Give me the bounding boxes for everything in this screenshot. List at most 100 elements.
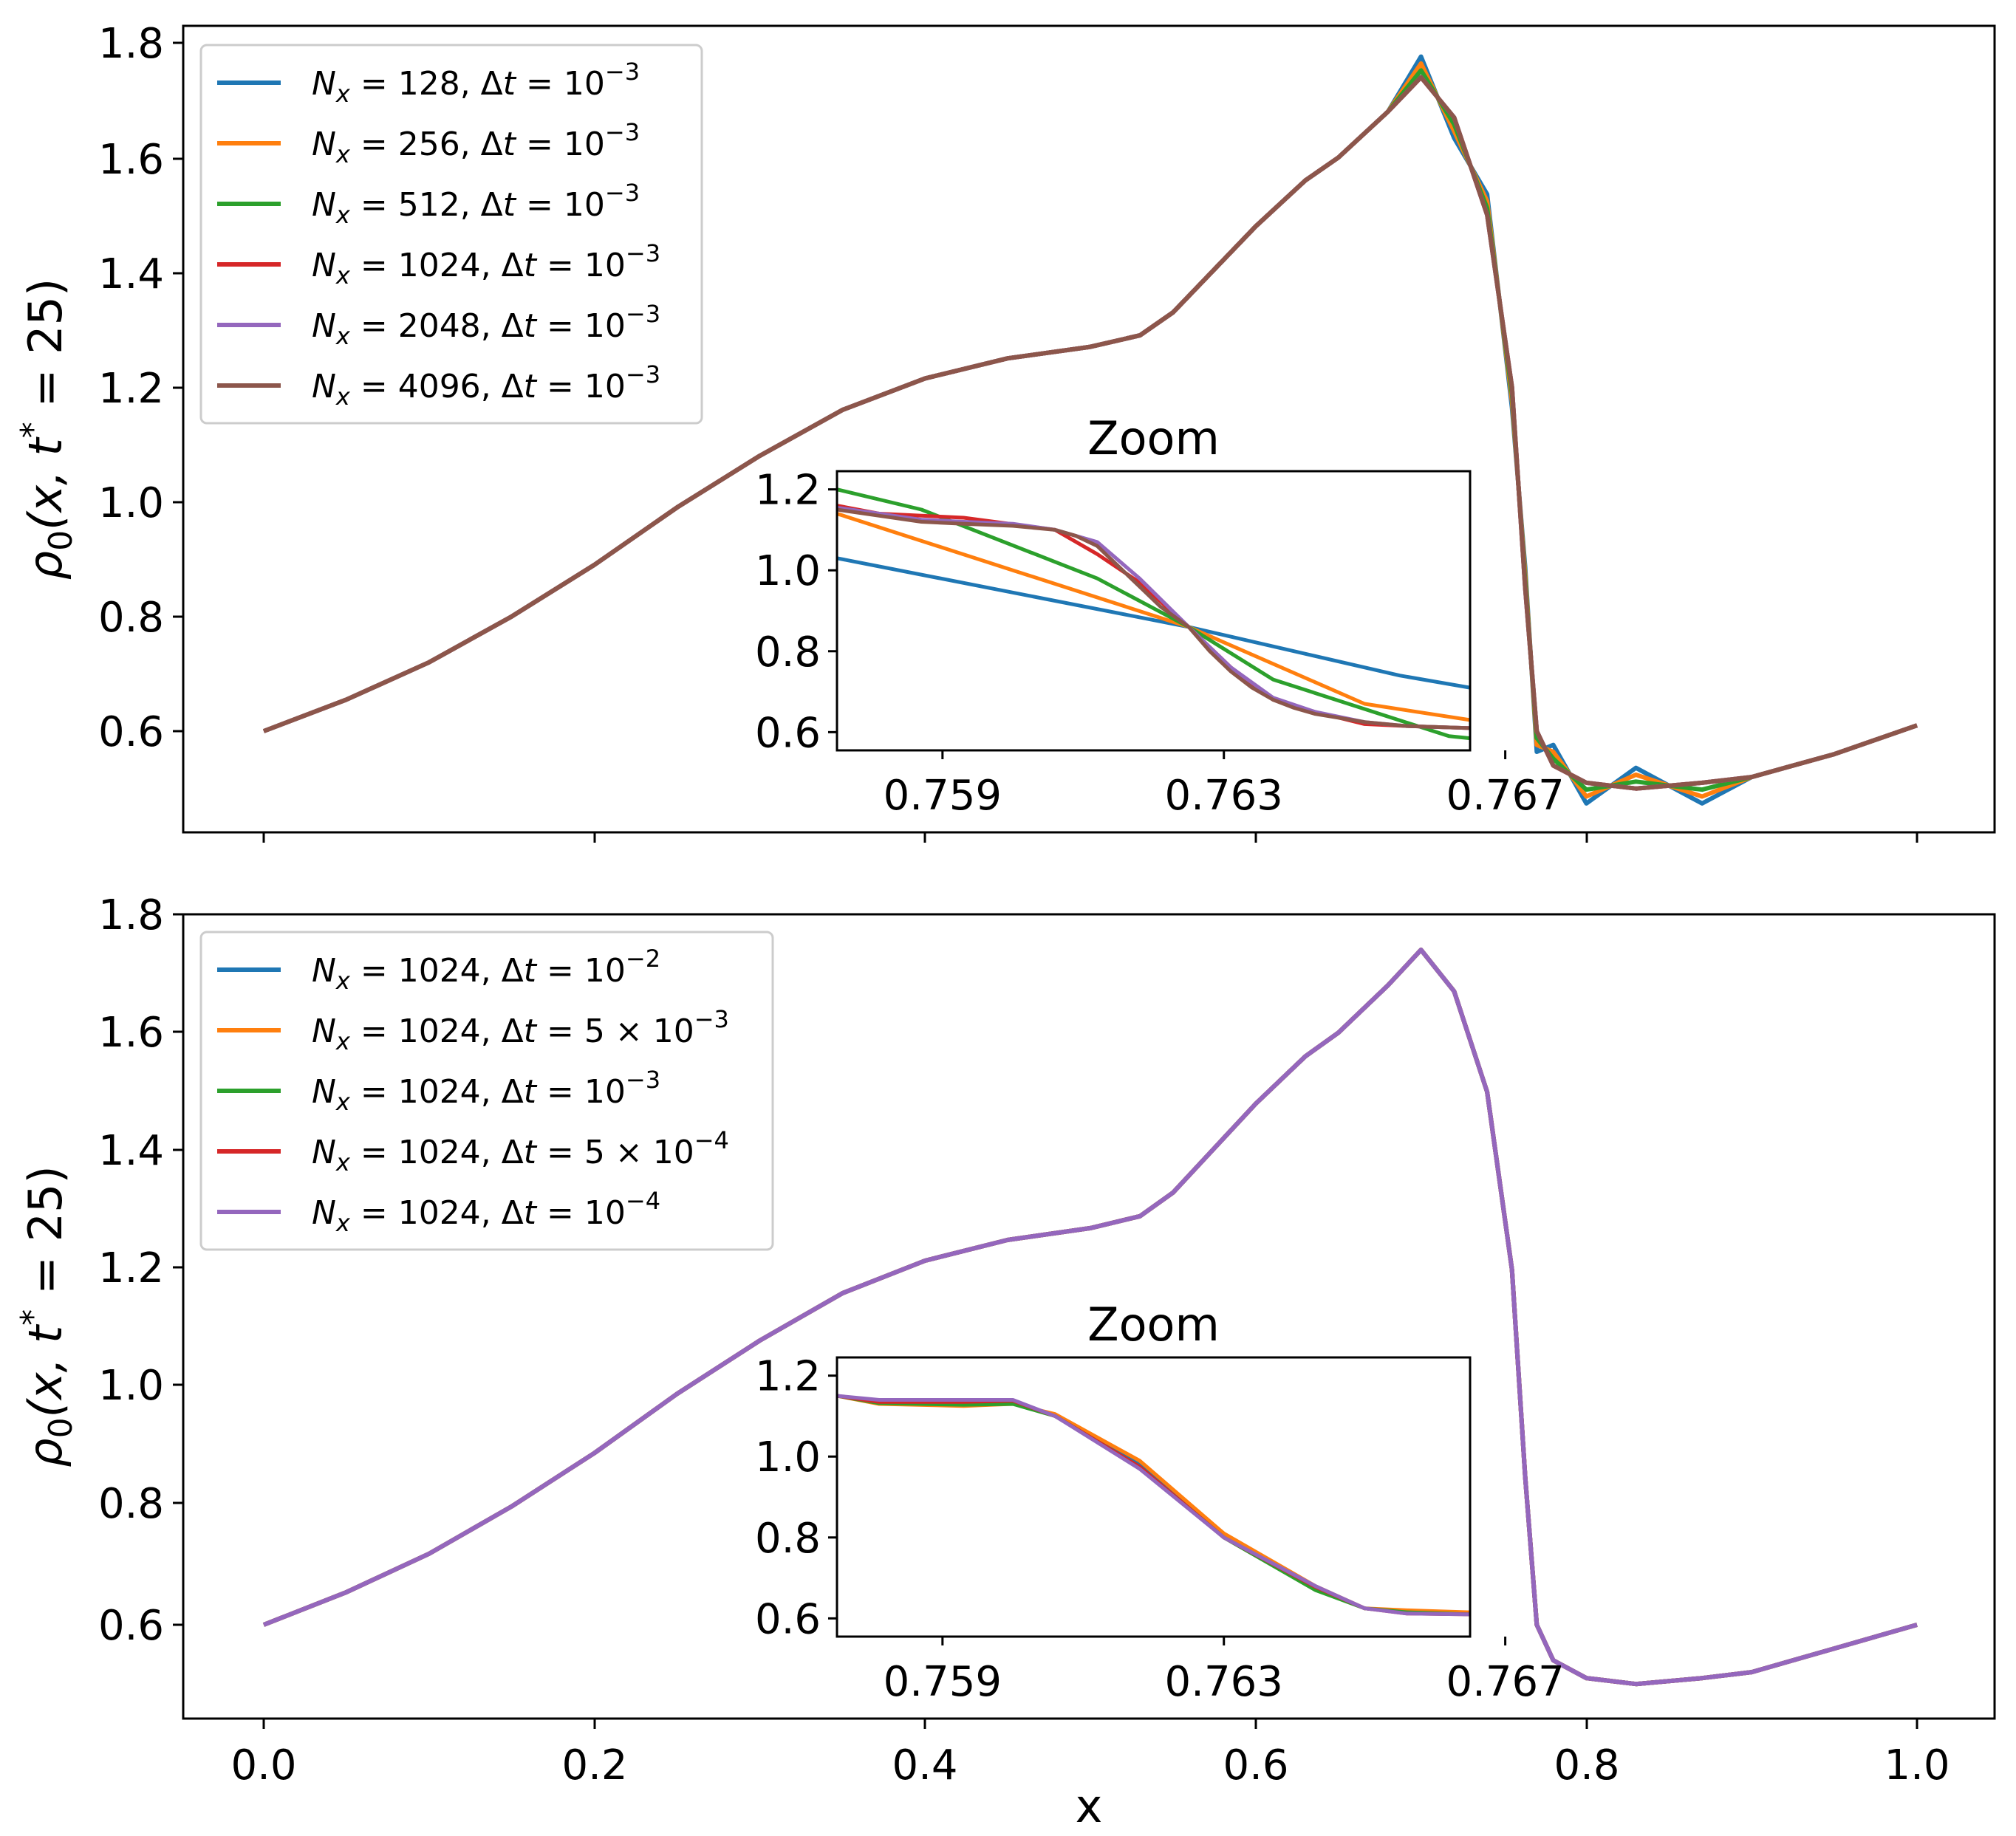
legend-dt-value: 10 [564,65,605,103]
legend-dt-exp: −3 [694,1005,729,1033]
legend-eq: = [350,247,398,284]
inset-x-tick-label: 0.763 [1165,772,1283,820]
legend-dt-exp: −3 [605,179,640,207]
y-label-mid: (x, t [18,1323,72,1417]
y-tick-label: 1.8 [98,20,164,68]
inset-frame [836,470,1472,752]
legend-dt-exp: −4 [626,1187,660,1215]
legend-t: t [524,1194,538,1232]
legend-t: t [503,65,517,103]
legend-entry: Nx = 1024, Δt = 5 × 10−3 [312,1005,729,1055]
legend-eq2: = [536,1073,584,1111]
y-label-sub: 0 [42,530,80,551]
x-tick-label: 0.8 [1554,1741,1619,1789]
y-tick-label: 1.6 [98,136,164,184]
legend-N: N [312,1194,336,1232]
legend-nx-value: 1024 [398,952,481,990]
legend-N: N [312,307,336,345]
legend-eq: = [350,1073,398,1111]
y-tick-label: 1.2 [98,365,164,413]
inset-series-line-4 [837,1394,1470,1617]
legend-nx-value: 256 [398,126,460,163]
inset-title: Zoom [1087,411,1220,465]
inset-y-tick-label: 1.0 [755,547,821,595]
legend-dt-exp: −3 [605,58,640,86]
legend-entry: Nx = 1024, Δt = 10−3 [312,1066,660,1116]
inset-y-tick-label: 0.8 [755,628,821,676]
legend-delta: , Δ [481,247,524,284]
y-tick-label: 1.4 [98,250,164,298]
y-tick-label: 0.6 [98,1602,164,1650]
legend-entry: Nx = 256, Δt = 10−3 [312,118,640,168]
y-tick-label: 1.0 [98,1362,164,1410]
legend-eq2: = [536,307,584,345]
y-tick-label: 0.6 [98,708,164,756]
legend-entry: Nx = 512, Δt = 10−3 [312,179,640,229]
legend-eq2: = [516,186,564,224]
legend-eq: = [350,186,398,224]
legend-box [199,931,774,1251]
legend-t: t [524,247,538,284]
inset-y-tick-label: 1.2 [755,467,821,515]
y-axis-label: ρ0(x, t* = 25) [14,1165,80,1467]
legend-eq: = [350,65,398,103]
y-label-suffix: = 25) [18,1165,72,1309]
legend-dt-exp: −4 [694,1126,729,1154]
legend-eq: = [350,1134,398,1171]
legend-delta: , Δ [481,1013,524,1050]
y-label-rho: ρ [18,551,72,580]
legend-delta: , Δ [460,65,503,103]
legend-dt-value: 10 [564,126,605,163]
legend-dt-value: 10 [584,1073,626,1111]
legend-N: N [312,1134,336,1171]
x-tick-label: 0.0 [230,1741,296,1789]
legend-sub: x [335,383,351,411]
legend-N: N [312,186,336,224]
inset-y-tick-label: 0.6 [755,1595,821,1643]
legend-eq2: = [536,368,584,405]
legend-t: t [503,126,517,163]
legend-sub: x [335,967,351,995]
legend-eq: = [350,126,398,163]
inset-series-line-5 [837,507,1470,730]
x-axis-label: x [1076,1779,1103,1833]
inset-x-tick-label: 0.759 [884,772,1002,820]
panel-bottom: 0.6 0.8 1.0 1.2 1.4 1.6 1.8 0.0 0.2 0.4 0.6 0.8 1.0 ρ… [14,891,1996,1789]
y-label-suffix: = 25) [18,278,72,422]
legend-delta: , Δ [481,1194,524,1232]
legend-delta: , Δ [460,126,503,163]
y-axis-label: ρ0(x, t* = 25) [14,278,80,580]
legend-eq2: = [536,1194,584,1232]
legend-sub: x [335,322,351,350]
legend-nx-value: 2048 [398,307,481,345]
y-tick-label: 1.0 [98,479,164,527]
legend-entry: Nx = 1024, Δt = 10−3 [312,239,660,290]
legend-N: N [312,247,336,284]
legend-entry: Nx = 128, Δt = 10−3 [312,58,640,108]
legend-sub: x [335,261,351,290]
legend-sub: x [335,201,351,229]
inset-x-tick-label: 0.767 [1446,1658,1564,1706]
legend-t: t [503,186,517,224]
legend-eq: = [350,952,398,990]
y-tick-label: 1.2 [98,1244,164,1292]
legend-dt-exp: −3 [605,118,640,146]
legend-eq2: = [536,1134,584,1171]
legend-nx-value: 1024 [398,1134,481,1171]
legend-entry: Nx = 2048, Δt = 10−3 [312,300,660,350]
legend-entry: Nx = 1024, Δt = 5 × 10−4 [312,1126,729,1176]
inset-y-tick-label: 1.2 [755,1353,821,1401]
legend-nx-value: 1024 [398,247,481,284]
legend-delta: , Δ [481,1134,524,1171]
y-tick-label: 1.4 [98,1127,164,1175]
y-label-sub: 0 [42,1417,80,1438]
x-tick-label: 0.4 [892,1741,957,1789]
y-tick-label: 1.8 [98,891,164,939]
inset-series-line-0 [837,556,1470,690]
y-label-mid: (x, t [18,436,72,530]
legend-nx-value: 512 [398,186,460,224]
legend-sub: x [335,140,351,168]
legend-eq: = [350,307,398,345]
axes-frame [182,24,1996,834]
